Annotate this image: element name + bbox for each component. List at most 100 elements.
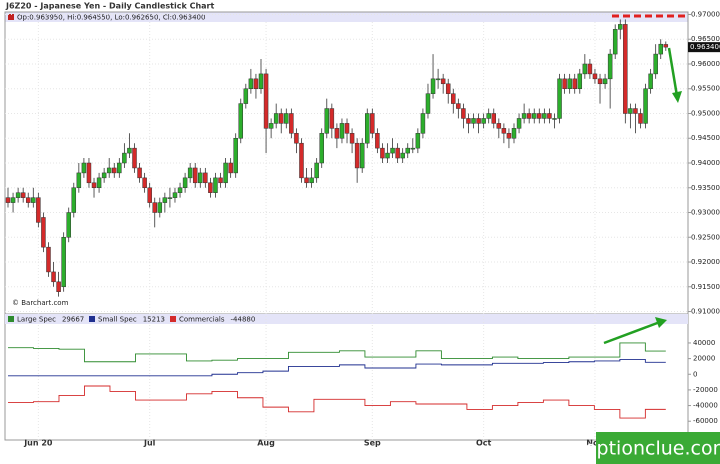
candle-body [223, 162, 228, 184]
candle-body [471, 118, 476, 124]
candle-body [278, 113, 284, 124]
candle-body [491, 113, 497, 124]
up-arrow [603, 320, 661, 345]
candle-body [263, 73, 269, 129]
candle-body [329, 108, 335, 129]
candle-body [375, 133, 380, 149]
x-tick-label: Jun 20 [23, 439, 53, 448]
candle-body [253, 78, 259, 89]
legend-value: -44880 [231, 316, 256, 324]
candle-body [385, 152, 390, 159]
candle-body [31, 197, 36, 203]
candle-body [658, 43, 663, 55]
legend-label: Large Spec 29667 [17, 316, 84, 324]
candle-body [562, 78, 567, 89]
down-arrow-head [672, 91, 682, 103]
candle-body [552, 118, 557, 120]
candle-body [628, 108, 633, 114]
legend-label: Commercials -44880 [179, 316, 255, 324]
legend-name: Commercials [179, 316, 225, 324]
candle-body [314, 162, 319, 179]
y-tick-label: 0 [693, 370, 697, 378]
candle-body [663, 44, 669, 48]
candle-body [461, 108, 466, 119]
credit: © Barchart.com [12, 299, 69, 307]
candle-body [228, 162, 233, 174]
watermark: optionclue.com [585, 438, 720, 460]
x-tick-label: Jul [143, 439, 156, 448]
candle-body [248, 78, 254, 89]
candle-body [71, 187, 77, 213]
candle-body [20, 192, 26, 198]
candle-body [112, 167, 117, 174]
candle-body [607, 53, 613, 80]
candle-body [542, 113, 547, 119]
legend-swatch [8, 316, 14, 322]
candle-body [91, 182, 97, 189]
candle-body [142, 177, 147, 189]
y-tick-label: -20000 [693, 386, 718, 394]
last-price-label: 0.963400 [690, 43, 720, 51]
legend-name: Small Spec [98, 316, 137, 324]
candle-body [547, 113, 552, 119]
candle-body [390, 147, 395, 154]
candle-body [284, 113, 289, 124]
candle-body [96, 177, 102, 189]
candle-body [445, 83, 451, 94]
candle-body [481, 118, 486, 124]
x-tick-label: Oct [476, 439, 492, 448]
candle-body [440, 78, 446, 85]
candle-body [435, 78, 441, 81]
candle-body [25, 197, 31, 203]
up-arrow-head [655, 317, 667, 328]
candle-body [592, 73, 598, 80]
cot-panel: 40000 20000 0 -20000 -40000 -60000 Large Spec 2… [8, 316, 718, 425]
down-arrow [667, 47, 679, 97]
candle-body [572, 78, 577, 89]
candle-body [582, 63, 588, 75]
candle-body [81, 162, 87, 174]
candle-body [51, 271, 56, 283]
candle-body [162, 197, 168, 203]
candle-body [203, 172, 208, 184]
watermark-box [596, 432, 720, 464]
legend-swatch [89, 316, 95, 322]
candle-body [238, 103, 244, 139]
candle-body [466, 118, 471, 124]
candle-body [476, 118, 481, 124]
candle-body [122, 152, 127, 164]
candle-body [127, 147, 132, 154]
cot-line [8, 358, 666, 377]
candle-body [46, 246, 51, 273]
candle-body [233, 137, 238, 174]
candle-body [10, 197, 16, 203]
candle-body [258, 73, 264, 89]
candle-body [187, 167, 193, 179]
candle-body [339, 123, 345, 139]
candle-body [5, 197, 11, 203]
y-tick-label: 40000 [693, 339, 715, 347]
candle-body [289, 113, 294, 134]
candle-body [192, 167, 198, 184]
candle-body [597, 78, 603, 85]
candle-body [420, 113, 426, 134]
candle-body [365, 113, 370, 144]
candle-body [152, 202, 157, 213]
candle-body [496, 123, 502, 129]
candle-body [147, 187, 152, 203]
candle-body [132, 147, 137, 169]
candle-body [76, 172, 82, 189]
candle-body [506, 133, 512, 139]
chart-title: J6Z20 - Japanese Yen - Daily Candlestick… [5, 2, 215, 11]
candle-body [66, 212, 71, 238]
cot-line [8, 342, 666, 363]
